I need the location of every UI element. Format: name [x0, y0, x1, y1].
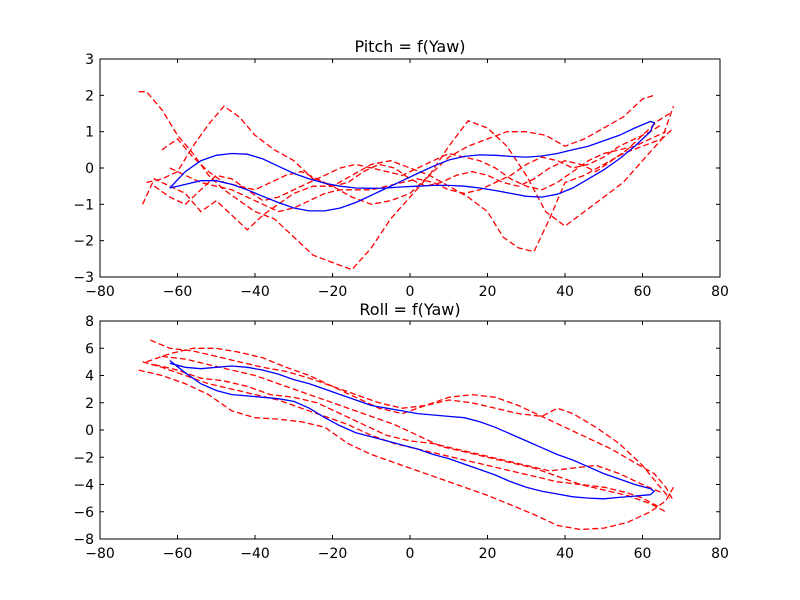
- pitch-x-tick-label-0: −80: [85, 284, 115, 300]
- roll-chart: Roll = f(Yaw) −80 −60 −40 −20 0 20 40 60 8086420…: [73, 300, 729, 562]
- roll-x-tick-label-4: 0: [406, 546, 415, 562]
- pitch-x-tick-label-6: 40: [556, 284, 574, 300]
- pitch-chart: Pitch = f(Yaw) −80 −60 −40 −20 0 20 40 60 80 3 2 1 0…: [73, 37, 729, 300]
- pitch-series-dashed-5: [169, 123, 663, 213]
- pitch-x-tick-label-3: −20: [318, 284, 348, 300]
- roll-x-tick-label-2: −40: [240, 546, 270, 562]
- roll-y-tick-label-1: 6: [85, 341, 94, 357]
- pitch-y-tick-label-3: 0: [85, 161, 94, 177]
- pitch-x-tick-label-4: 0: [406, 284, 415, 300]
- roll-x-tick-label-3: −20: [318, 546, 348, 562]
- roll-y-tick-label-3: 2: [85, 396, 94, 412]
- roll-x-tick-label-5: 20: [479, 546, 497, 562]
- pitch-y-tick-label-1: 2: [85, 88, 94, 104]
- pitch-plot-frame: [99, 58, 721, 278]
- roll-y-tick-label-8: −8: [73, 532, 94, 548]
- roll-x-tick-label-8: 80: [711, 546, 729, 562]
- roll-series-solid-6: [169, 359, 656, 500]
- pitch-series-dashed-1: [146, 105, 675, 227]
- pitch-x-tick-label-1: −60: [163, 284, 193, 300]
- pitch-y-tick-label-2: 1: [85, 125, 94, 141]
- pitch-series-layer: [138, 91, 675, 271]
- pitch-chart-title: Pitch = f(Yaw): [354, 37, 465, 56]
- roll-y-tick-label-0: 8: [85, 314, 94, 330]
- pitch-y-tick-label-4: −1: [73, 197, 94, 213]
- roll-y-tick-label-4: 0: [85, 423, 94, 439]
- roll-series-dashed-0: [150, 339, 675, 502]
- pitch-series-dashed-0: [138, 91, 655, 271]
- pitch-axis-ticks: −80 −60 −40 −20 0 20 40 60 80 3 2 1 0 −1 −2 −3: [73, 52, 729, 300]
- roll-series-dashed-2: [146, 347, 671, 499]
- roll-x-tick-label-7: 60: [634, 546, 652, 562]
- roll-series-dashed-4: [154, 363, 663, 494]
- roll-chart-title: Roll = f(Yaw): [359, 300, 460, 319]
- roll-y-tick-label-6: −4: [73, 478, 94, 494]
- roll-plot-frame: [99, 320, 721, 540]
- pitch-x-tick-label-8: 80: [711, 284, 729, 300]
- pitch-x-tick-label-7: 60: [634, 284, 652, 300]
- pitch-y-tick-label-6: −3: [73, 270, 94, 286]
- pitch-series-solid-6: [169, 120, 655, 212]
- roll-y-tick-label-2: 4: [85, 369, 94, 385]
- pitch-y-tick-label-5: −2: [73, 234, 94, 250]
- roll-y-tick-label-5: −2: [73, 450, 94, 466]
- roll-x-tick-label-0: −80: [85, 546, 115, 562]
- roll-x-tick-label-6: 40: [556, 546, 574, 562]
- pitch-x-tick-label-2: −40: [240, 284, 270, 300]
- roll-series-layer: [138, 339, 675, 531]
- pitch-series-dashed-2: [142, 127, 674, 253]
- roll-y-tick-label-7: −6: [73, 505, 94, 521]
- pitch-series-dashed-4: [161, 112, 670, 191]
- pitch-series-dashed-3: [153, 131, 667, 206]
- pitch-x-tick-label-5: 20: [479, 284, 497, 300]
- roll-series-dashed-1: [138, 369, 675, 531]
- pitch-y-tick-label-0: 3: [85, 52, 94, 68]
- roll-x-tick-label-1: −60: [163, 546, 193, 562]
